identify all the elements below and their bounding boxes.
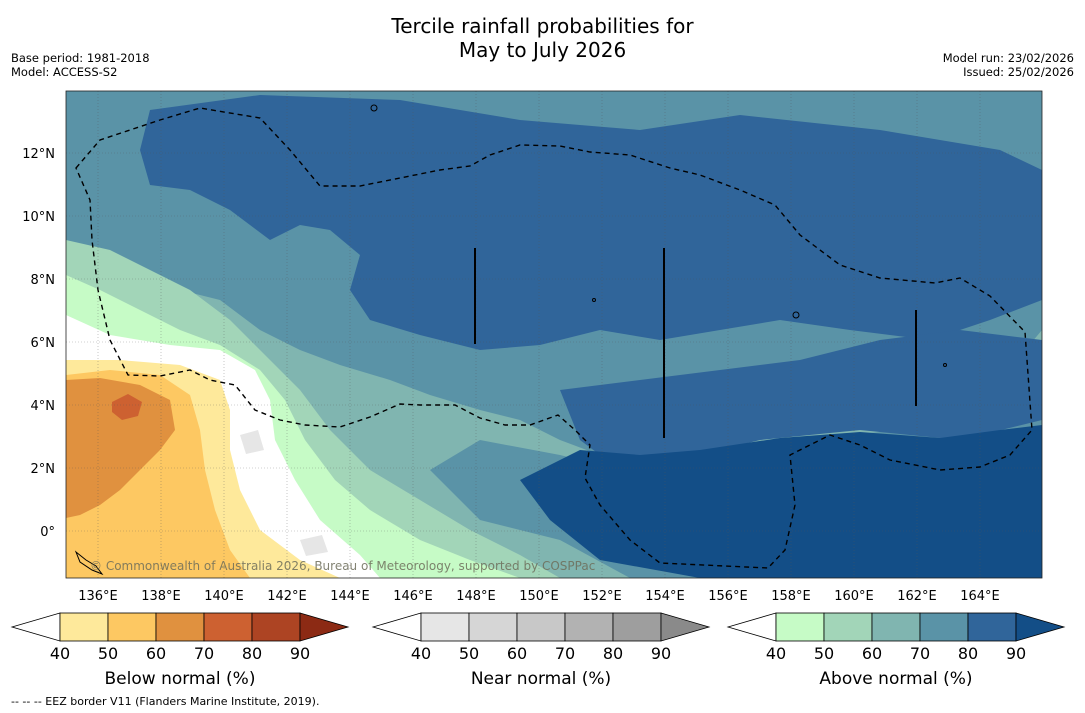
latitude-axis: 12°N 10°N 8°N 6°N 4°N 2°N 0° xyxy=(22,147,55,540)
lat-tick-label: 10°N xyxy=(22,210,55,225)
legend-swatch xyxy=(203,612,253,642)
island-marker xyxy=(370,104,378,112)
lat-tick-label: 0° xyxy=(40,525,55,540)
legend-tick-label: 50 xyxy=(459,644,479,663)
legend-tick-label: 70 xyxy=(555,644,575,663)
legend-tick-label: 80 xyxy=(603,644,623,663)
legend-title: Near normal (%) xyxy=(471,669,611,689)
field-near-40-b xyxy=(300,535,328,556)
longitude-axis: 136°E 138°E 140°E 142°E 144°E 146°E 148°E 150°E… xyxy=(78,589,1000,604)
model-info: Base period: 1981-2018 Model: ACCESS-S2 xyxy=(11,51,150,79)
island-palau xyxy=(74,550,104,576)
legend-tick-label: 50 xyxy=(98,644,118,663)
legend-swatch xyxy=(823,612,873,642)
run-info: Model run: 23/02/2026 Issued: 25/02/2026 xyxy=(943,51,1074,79)
base-period: Base period: 1981-2018 xyxy=(11,51,150,65)
legend-tick-label: 60 xyxy=(507,644,527,663)
legend-swatch xyxy=(516,612,566,642)
legend-tick-label: 60 xyxy=(862,644,882,663)
legend-swatch xyxy=(251,612,301,642)
legend-swatch xyxy=(775,612,825,642)
lat-tick-label: 8°N xyxy=(31,273,56,288)
title-line-1: Tercile rainfall probabilities for xyxy=(391,14,694,38)
legend-swatch xyxy=(420,612,470,642)
lon-tick-label: 150°E xyxy=(519,589,559,604)
island-marker xyxy=(792,311,800,319)
legend-swatch xyxy=(612,612,662,642)
lon-tick-label: 144°E xyxy=(330,589,370,604)
map-frame xyxy=(65,90,1043,579)
field-above-90 xyxy=(520,425,1042,578)
lon-tick-label: 138°E xyxy=(141,589,181,604)
lat-tick-label: 6°N xyxy=(31,336,56,351)
island-marker xyxy=(943,363,947,367)
copyright-notice: © Commonwealth of Australia 2026, Bureau… xyxy=(90,559,595,573)
legend-high-extension xyxy=(299,612,350,642)
lon-tick-label: 148°E xyxy=(456,589,496,604)
lat-tick-label: 12°N xyxy=(22,147,55,162)
lon-tick-label: 164°E xyxy=(960,589,1000,604)
field-below-70 xyxy=(112,394,142,420)
field-90-central xyxy=(560,330,1042,470)
legend-low-extension xyxy=(10,612,61,642)
island-marker xyxy=(592,298,596,302)
legend-tick-label: 70 xyxy=(194,644,214,663)
legend-tick-label: 40 xyxy=(411,644,431,663)
legend-tick-label: 80 xyxy=(958,644,978,663)
model-run: Model run: 23/02/2026 xyxy=(942,51,1074,65)
legend-tick-label: 90 xyxy=(651,644,671,663)
legend-1: 40 50 60 70 80 90 Below normal (%) xyxy=(10,612,350,689)
legend-swatch xyxy=(871,612,921,642)
lon-tick-label: 158°E xyxy=(771,589,811,604)
graticule xyxy=(66,91,1042,578)
lon-tick-label: 154°E xyxy=(645,589,685,604)
lat-tick-label: 4°N xyxy=(31,399,56,414)
legend-tick-label: 80 xyxy=(242,644,262,663)
field-near-40-a xyxy=(240,430,264,454)
legend-tick-label: 90 xyxy=(1006,644,1026,663)
issued-date: Issued: 25/02/2026 xyxy=(963,65,1074,79)
legend-title: Below normal (%) xyxy=(105,669,256,689)
lon-tick-label: 146°E xyxy=(393,589,433,604)
legend-tick-label: 90 xyxy=(290,644,310,663)
lon-tick-label: 142°E xyxy=(267,589,307,604)
legend-swatch xyxy=(919,612,969,642)
legend-2: 40 50 60 70 80 90 Near normal (%) xyxy=(371,612,711,689)
probability-field xyxy=(66,91,1042,578)
field-below-60 xyxy=(66,378,175,518)
legend-swatch xyxy=(564,612,614,642)
legend-tick-label: 60 xyxy=(146,644,166,663)
lon-tick-label: 140°E xyxy=(204,589,244,604)
legend-tick-label: 40 xyxy=(766,644,786,663)
legend-3: 40 50 60 70 80 90 Above normal (%) xyxy=(726,612,1066,689)
lon-tick-label: 152°E xyxy=(582,589,622,604)
map-title: Tercile rainfall probabilities for May t… xyxy=(0,14,1085,62)
legend-high-extension xyxy=(1015,612,1066,642)
legend-low-extension xyxy=(726,612,777,642)
legend-swatch xyxy=(107,612,157,642)
island-features xyxy=(474,248,917,438)
legend-title: Above normal (%) xyxy=(819,669,972,689)
lat-tick-label: 2°N xyxy=(31,462,56,477)
legend-low-extension xyxy=(371,612,422,642)
field-90-north xyxy=(140,95,1042,350)
legend-swatch xyxy=(967,612,1017,642)
legend-high-extension xyxy=(660,612,711,642)
lon-tick-label: 162°E xyxy=(897,589,937,604)
eez-footnote: -- -- -- EEZ border V11 (Flanders Marine… xyxy=(11,695,320,708)
lon-tick-label: 156°E xyxy=(708,589,748,604)
title-line-2: May to July 2026 xyxy=(458,38,627,62)
lon-tick-label: 160°E xyxy=(834,589,874,604)
small-islands xyxy=(74,104,947,576)
legend-bars: 40 50 60 70 80 90 Below normal (%) 40 50 60 70 80 90… xyxy=(10,612,1066,689)
legend-tick-label: 40 xyxy=(50,644,70,663)
legend-tick-label: 70 xyxy=(910,644,930,663)
legend-swatch xyxy=(468,612,518,642)
legend-tick-label: 50 xyxy=(814,644,834,663)
legend-swatch xyxy=(155,612,205,642)
legend-swatch xyxy=(59,612,109,642)
model-name: Model: ACCESS-S2 xyxy=(11,65,118,79)
lon-tick-label: 136°E xyxy=(78,589,118,604)
